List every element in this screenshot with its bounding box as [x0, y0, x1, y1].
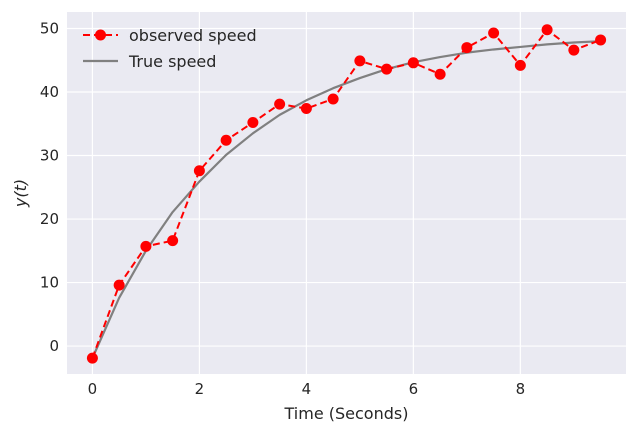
legend-true-label: True speed [128, 52, 216, 71]
plot-area [67, 12, 626, 374]
observed-speed-point [568, 44, 580, 56]
legend: observed speed True speed [83, 26, 257, 71]
observed-speed-point [595, 34, 607, 46]
x-axis-label: Time (Seconds) [284, 404, 409, 423]
y-tick-label: 10 [40, 274, 59, 292]
true-speed-line [91, 40, 601, 359]
observed-speed-point [113, 279, 125, 291]
y-tick-label: 0 [49, 337, 59, 355]
observed-speed-point [140, 240, 152, 252]
x-tick-label: 2 [195, 380, 205, 398]
observed-speed-point [354, 55, 366, 67]
observed-speed-point [381, 63, 393, 75]
y-tick-label: 50 [40, 20, 59, 38]
observed-speed-point [514, 59, 526, 71]
observed-speed-point [220, 134, 232, 146]
observed-speed-line [91, 28, 601, 359]
legend-observed-label: observed speed [129, 26, 257, 45]
observed-speed-point [461, 42, 473, 54]
observed-speed-point [274, 98, 286, 110]
observed-speed-point [407, 57, 419, 69]
y-tick-label: 20 [40, 210, 59, 228]
observed-speed-point [541, 24, 553, 36]
observed-speed-point [488, 27, 500, 39]
ticks: 0 2 4 6 8 0 10 20 30 40 50 [40, 20, 525, 398]
y-axis-label: y(t) [11, 179, 30, 208]
x-tick-label: 6 [409, 380, 419, 398]
x-tick-label: 8 [516, 380, 526, 398]
observed-speed-point [193, 165, 205, 177]
y-tick-label: 40 [40, 83, 59, 101]
observed-speed-point [327, 93, 339, 105]
observed-speed-point [434, 68, 446, 80]
x-tick-label: 0 [88, 380, 98, 398]
x-tick-label: 4 [302, 380, 312, 398]
observed-speed-point [300, 103, 312, 115]
y-tick-label: 30 [40, 147, 59, 165]
series [86, 24, 607, 364]
observed-speed-point [86, 352, 98, 364]
observed-speed-point [247, 117, 259, 129]
grid [67, 12, 626, 374]
legend-observed-marker [95, 29, 106, 41]
observed-speed-point [167, 235, 179, 247]
